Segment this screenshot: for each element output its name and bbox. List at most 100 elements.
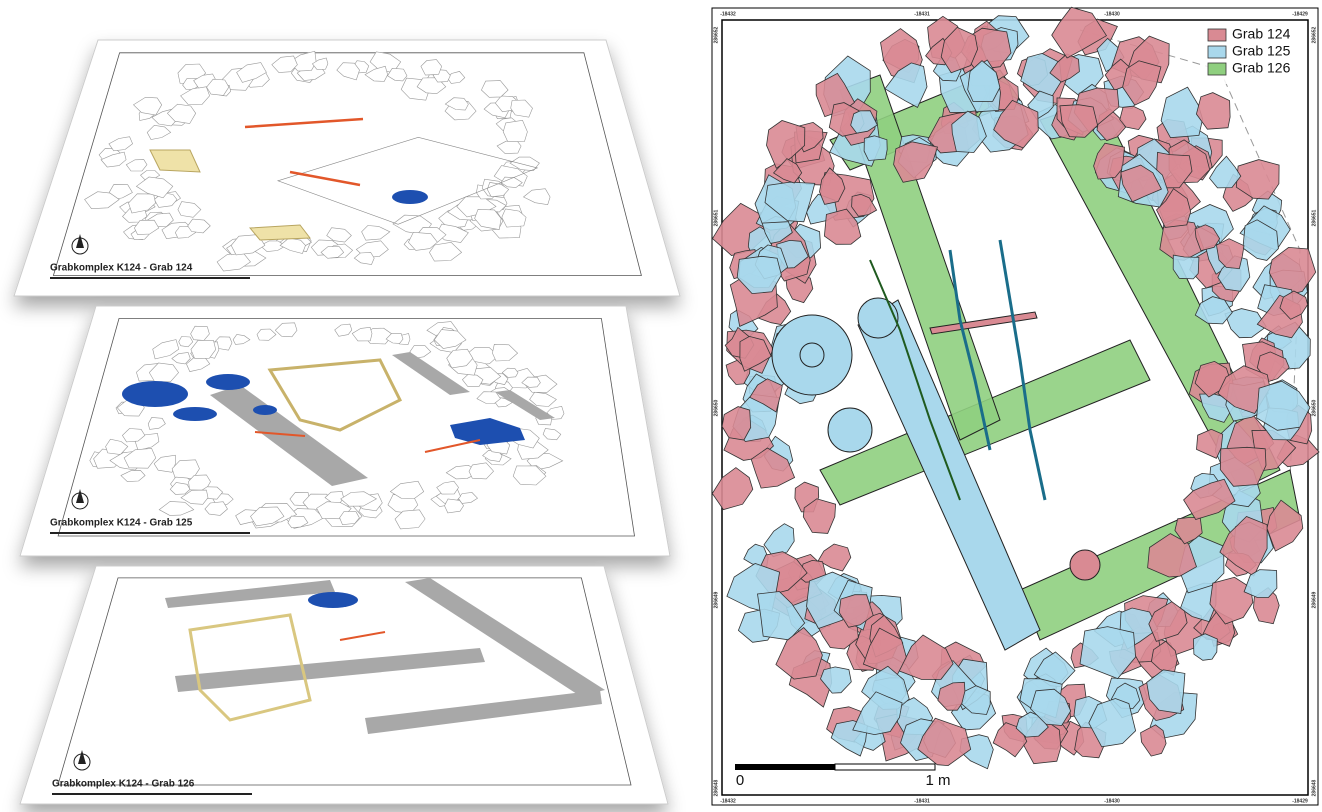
stone-outline xyxy=(125,159,148,172)
stone xyxy=(967,60,1001,102)
scale-end: 1 m xyxy=(925,772,950,789)
y-coord-right: 286648 xyxy=(1311,779,1317,796)
stone xyxy=(1192,633,1218,661)
bronze-vessel xyxy=(308,592,358,608)
stone-outline xyxy=(542,428,562,441)
bronze-vessel xyxy=(173,407,217,421)
stone xyxy=(721,406,752,441)
stone-outline xyxy=(339,511,360,526)
stone-outline xyxy=(152,339,180,360)
stone-outline xyxy=(522,188,551,206)
stone-outline xyxy=(394,509,426,530)
wood-beam xyxy=(365,690,602,734)
stone-outline xyxy=(510,99,533,118)
stone xyxy=(1049,53,1080,83)
north-arrow-head xyxy=(76,489,84,503)
stone-outline xyxy=(171,352,191,365)
stone-outline xyxy=(461,373,484,387)
stone xyxy=(1194,296,1233,325)
stone xyxy=(884,62,928,108)
wood-beam xyxy=(165,580,335,608)
stone xyxy=(766,120,806,169)
stone xyxy=(961,685,991,715)
x-coord-top: -18432 xyxy=(720,11,736,17)
iron-find xyxy=(424,439,481,453)
stone-outline xyxy=(287,515,309,529)
stone xyxy=(838,594,874,628)
y-coord-right: 286649 xyxy=(1311,591,1317,608)
stone xyxy=(1030,688,1072,726)
stone xyxy=(1088,698,1137,748)
stone-outline xyxy=(474,209,502,230)
sheet-title: Grabkomplex K124 - Grab 126 xyxy=(52,779,195,790)
stone xyxy=(1256,380,1311,431)
wood-beam xyxy=(276,136,539,225)
stone xyxy=(1266,499,1304,552)
stone-outline xyxy=(158,501,195,516)
stone-outline xyxy=(177,201,202,218)
y-coord-left: 286649 xyxy=(713,591,719,608)
stone xyxy=(1051,6,1108,59)
stone-outline xyxy=(501,208,527,228)
map-features: -18432 -18432 -18431 -18431 -18430 -18430 -184… xyxy=(711,6,1320,804)
wood-beam xyxy=(405,578,605,696)
stone-outline xyxy=(320,246,345,259)
stone-outline xyxy=(492,343,519,362)
y-coord-right: 286650 xyxy=(1311,399,1317,416)
scale-white xyxy=(834,763,936,771)
stone xyxy=(1172,254,1200,280)
x-coord-top: -18429 xyxy=(1292,11,1308,17)
skeleton-125 xyxy=(998,239,1047,501)
x-coord-bottom: -18430 xyxy=(1104,798,1120,804)
wood-beam xyxy=(175,648,485,692)
stone xyxy=(1120,164,1162,203)
y-coord-right: 286652 xyxy=(1311,26,1317,43)
bone xyxy=(149,149,201,173)
stone-outline xyxy=(108,136,133,152)
stone-outline xyxy=(146,124,172,140)
stone-outline xyxy=(351,326,373,342)
bronze-vessel xyxy=(450,418,525,445)
stone xyxy=(937,681,966,711)
stone-outline xyxy=(387,67,408,82)
vessel-125 xyxy=(771,314,853,396)
y-coord-left: 286648 xyxy=(713,779,719,796)
stone xyxy=(1268,246,1317,297)
stone-outline xyxy=(153,454,176,473)
stone xyxy=(764,181,816,223)
stone-outline xyxy=(135,176,174,199)
y-coord-left: 286651 xyxy=(713,209,719,226)
stone-outline xyxy=(190,340,217,359)
x-coord-bottom: -18429 xyxy=(1292,798,1308,804)
stone xyxy=(1219,446,1267,487)
stone xyxy=(1194,224,1221,252)
stone-outline xyxy=(446,348,474,369)
stone xyxy=(898,634,954,680)
scale-bar: 0 1 m xyxy=(735,763,951,789)
stone-outline xyxy=(311,57,329,70)
north-arrow-head xyxy=(76,234,84,248)
vessel-124 xyxy=(1069,549,1101,581)
x-coord-bottom: -18432 xyxy=(720,798,736,804)
legend-swatch xyxy=(1207,45,1227,59)
sheet: Grabkomplex K124 - Grab 125 xyxy=(19,305,671,557)
bronze-vessel xyxy=(206,374,250,390)
stone xyxy=(1209,155,1242,189)
stone xyxy=(940,26,979,74)
stone-outline xyxy=(468,462,495,480)
stone-outline xyxy=(123,448,157,469)
stone-outline xyxy=(389,480,425,499)
wood-beam xyxy=(392,352,470,395)
stone-outline xyxy=(134,219,160,235)
stone xyxy=(852,691,903,736)
stone xyxy=(1196,428,1224,459)
stone xyxy=(851,193,878,217)
stone xyxy=(850,110,878,134)
legend-label: Grab 126 xyxy=(1232,60,1291,76)
sheet-paper xyxy=(19,565,669,805)
sheet-title: Grabkomplex K124 - Grab 125 xyxy=(50,518,193,529)
iron-find xyxy=(244,117,364,129)
stone xyxy=(775,627,823,680)
